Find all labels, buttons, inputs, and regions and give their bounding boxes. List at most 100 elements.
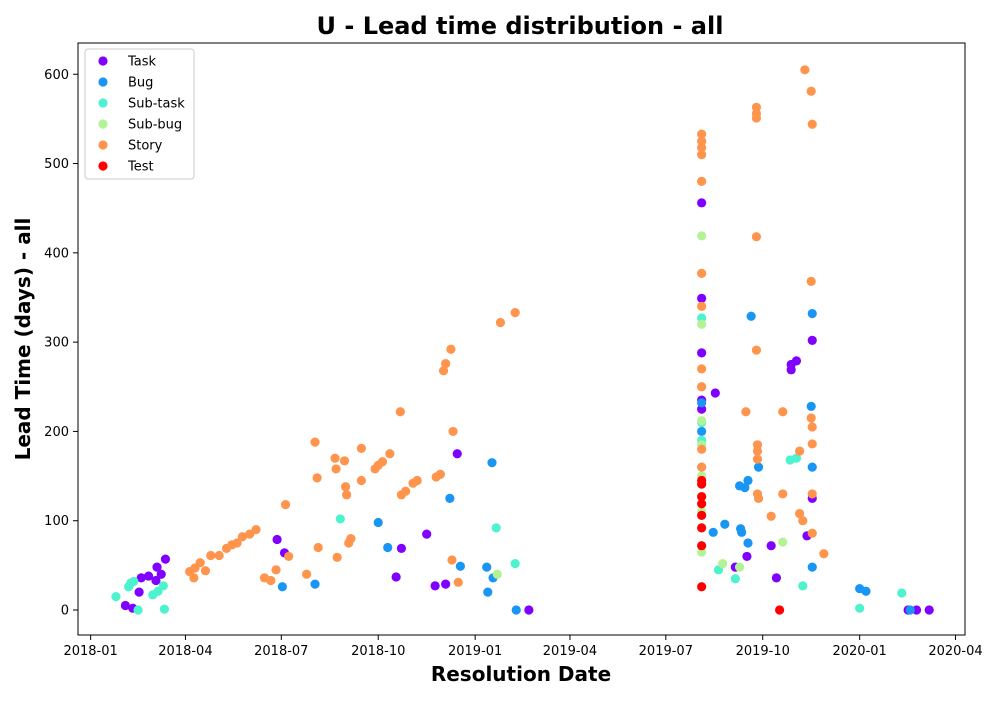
data-point <box>697 301 707 312</box>
data-point <box>271 565 281 575</box>
data-point <box>855 603 865 613</box>
y-tick-label: 200 <box>44 425 69 440</box>
x-tick-label: 2020-04 <box>928 644 982 659</box>
data-point <box>313 542 323 553</box>
data-point <box>335 514 345 524</box>
data-point <box>491 523 501 533</box>
data-point <box>740 483 750 493</box>
data-point <box>280 500 291 510</box>
data-point <box>455 561 465 571</box>
data-point <box>737 527 747 537</box>
data-point <box>924 605 934 615</box>
data-point <box>377 457 388 467</box>
x-tick-label: 2020-01 <box>832 644 886 659</box>
data-point <box>159 604 169 614</box>
data-point <box>310 579 320 589</box>
data-point <box>807 562 817 572</box>
data-point <box>697 364 707 374</box>
data-point <box>435 469 445 479</box>
data-point <box>356 443 366 453</box>
data-point <box>807 528 817 538</box>
data-point <box>483 587 493 597</box>
legend-label: Test <box>127 160 154 175</box>
data-point <box>806 413 816 423</box>
data-point <box>237 532 247 542</box>
data-point <box>447 555 457 565</box>
legend-marker <box>98 161 108 171</box>
data-point <box>697 416 707 426</box>
data-point <box>697 198 707 208</box>
data-point <box>791 356 802 366</box>
data-point <box>730 574 740 584</box>
data-point <box>697 268 707 278</box>
data-point <box>806 86 816 96</box>
data-point <box>134 587 144 597</box>
data-point <box>778 489 788 499</box>
data-point <box>741 407 751 417</box>
data-point <box>383 542 393 553</box>
data-point <box>195 558 205 568</box>
x-tick-label: 2018-10 <box>351 644 405 659</box>
data-point <box>807 335 817 345</box>
legend-items: Task Bug Sub-task Sub-bug Story Test <box>98 55 185 175</box>
data-point <box>753 462 764 472</box>
data-point <box>158 581 168 591</box>
data-point <box>795 446 805 456</box>
data-point <box>752 446 763 456</box>
data-point <box>697 348 707 358</box>
data-point <box>312 473 322 483</box>
data-point <box>430 581 440 591</box>
data-point <box>272 534 282 545</box>
x-tick-label: 2019-07 <box>639 644 693 659</box>
data-point <box>339 456 350 466</box>
data-point <box>511 605 521 615</box>
data-point <box>774 605 785 615</box>
legend-label: Sub-task <box>128 97 185 112</box>
data-point <box>905 605 915 615</box>
data-point <box>746 311 756 321</box>
data-point <box>807 422 817 432</box>
data-point <box>742 551 752 562</box>
data-point <box>861 586 871 596</box>
data-point <box>791 453 802 463</box>
data-point <box>819 549 829 559</box>
legend-label: Task <box>127 55 157 70</box>
data-point <box>720 519 730 529</box>
data-point <box>806 401 816 412</box>
data-point <box>136 573 146 583</box>
x-tick-label: 2018-01 <box>63 644 117 659</box>
data-point <box>412 475 422 486</box>
data-point <box>232 538 242 548</box>
data-point <box>310 437 320 447</box>
data-point <box>807 489 817 499</box>
data-point <box>487 458 497 468</box>
data-point <box>697 523 707 533</box>
y-tick-label: 300 <box>44 336 69 351</box>
data-point <box>495 317 506 328</box>
data-point <box>482 562 492 572</box>
data-point <box>302 569 312 579</box>
legend-marker <box>98 140 108 150</box>
legend-marker <box>98 98 108 108</box>
data-point <box>911 605 922 615</box>
data-point <box>708 527 718 537</box>
data-point <box>751 345 762 355</box>
data-point <box>277 582 287 592</box>
data-point <box>133 605 143 615</box>
legend-label: Story <box>128 139 163 154</box>
data-point <box>766 541 776 551</box>
data-point <box>798 516 808 526</box>
data-point <box>160 554 171 564</box>
data-point <box>438 366 449 376</box>
x-tick-label: 2019-04 <box>543 644 597 659</box>
data-point <box>697 129 707 139</box>
data-point <box>734 562 745 572</box>
data-point <box>795 508 805 519</box>
data-point <box>697 492 707 502</box>
legend-marker <box>98 56 108 66</box>
y-tick-label: 500 <box>44 157 69 172</box>
data-point <box>697 462 707 472</box>
legend-label: Sub-bug <box>128 118 182 133</box>
data-point <box>743 538 753 548</box>
